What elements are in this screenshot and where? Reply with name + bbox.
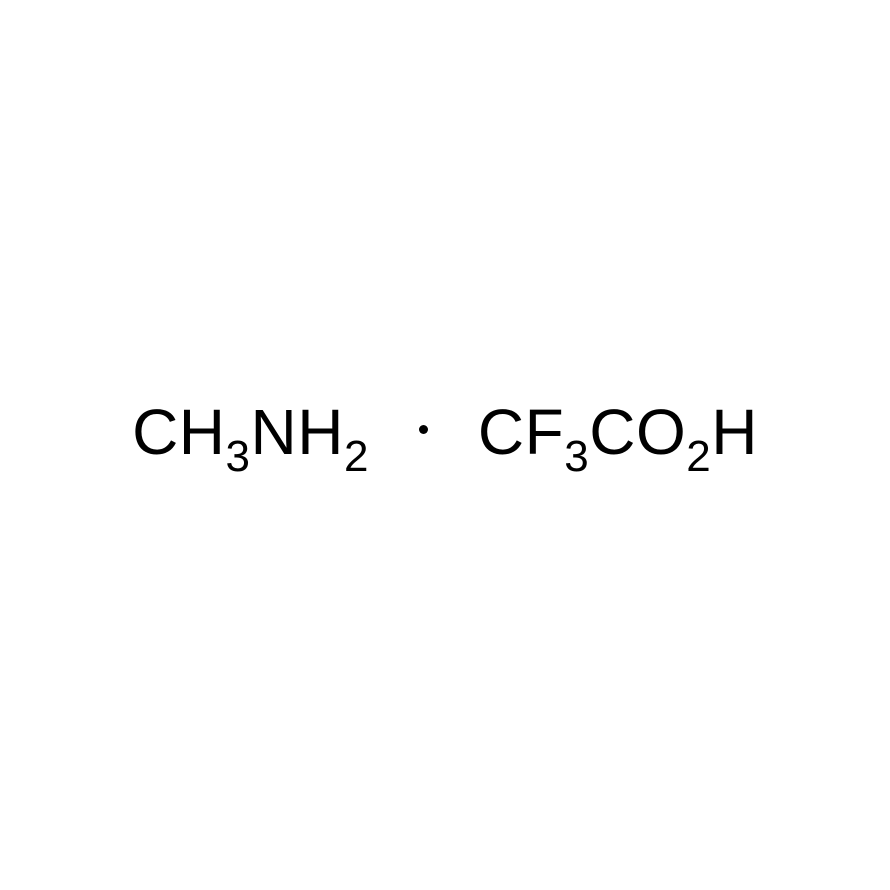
token: CH <box>132 400 225 464</box>
formula-row: CH 3 NH 2 CF 3 CO 2 H <box>0 400 890 465</box>
right-formula: CF 3 CO 2 H <box>478 400 758 465</box>
token: CF <box>478 400 564 464</box>
salt-dot-icon <box>419 425 428 434</box>
token: H <box>711 400 758 464</box>
chemical-formula-diagram: CH 3 NH 2 CF 3 CO 2 H <box>0 0 890 890</box>
token-sub: 2 <box>344 432 369 482</box>
token-sub: 2 <box>686 432 711 482</box>
token-sub: 3 <box>564 432 589 482</box>
left-formula: CH 3 NH 2 <box>132 400 369 465</box>
token-sub: 3 <box>226 432 251 482</box>
token: NH <box>251 400 344 464</box>
token: CO <box>589 400 686 464</box>
